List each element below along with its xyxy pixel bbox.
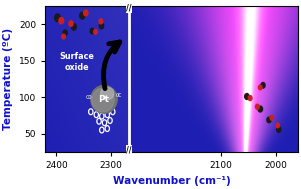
Text: Surface
oxide: Surface oxide xyxy=(59,52,94,72)
Ellipse shape xyxy=(92,88,114,112)
Circle shape xyxy=(267,117,271,123)
Circle shape xyxy=(258,106,262,112)
Circle shape xyxy=(69,21,73,26)
Circle shape xyxy=(94,29,97,34)
Circle shape xyxy=(99,23,104,29)
Circle shape xyxy=(62,34,65,39)
Ellipse shape xyxy=(101,87,114,100)
Circle shape xyxy=(84,10,88,16)
Circle shape xyxy=(261,83,265,88)
Circle shape xyxy=(55,14,60,22)
Circle shape xyxy=(256,104,259,109)
Circle shape xyxy=(99,19,103,24)
Circle shape xyxy=(248,96,252,101)
Text: //: // xyxy=(126,145,132,154)
Circle shape xyxy=(259,85,262,90)
Y-axis label: Temperature (ºC): Temperature (ºC) xyxy=(4,28,14,130)
Circle shape xyxy=(90,28,95,34)
Circle shape xyxy=(277,127,281,132)
X-axis label: Wavenumber (cm⁻¹): Wavenumber (cm⁻¹) xyxy=(113,176,230,186)
Circle shape xyxy=(245,94,249,99)
Circle shape xyxy=(63,30,67,36)
Text: CO: CO xyxy=(86,95,92,100)
Circle shape xyxy=(80,12,85,19)
Text: Pt: Pt xyxy=(98,95,110,104)
Ellipse shape xyxy=(91,85,117,113)
Circle shape xyxy=(270,115,274,120)
Circle shape xyxy=(71,24,76,30)
Text: OC: OC xyxy=(116,93,123,98)
Circle shape xyxy=(59,18,64,24)
Text: //: // xyxy=(126,3,132,12)
Circle shape xyxy=(276,123,279,128)
